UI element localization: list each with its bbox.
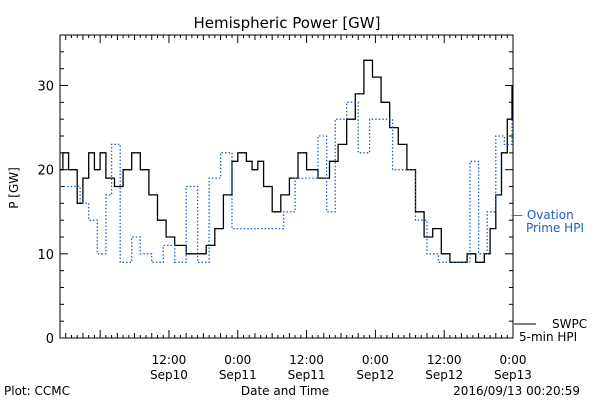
y-tick-label: 30 [37, 80, 54, 95]
swpc-label-line1: SWPC [552, 317, 587, 331]
ovation-label-line2: Prime HPI [526, 221, 584, 235]
swpc-series-line [60, 59, 513, 263]
y-tick-label: 0 [46, 332, 54, 347]
plot-timestamp: 2016/09/13 00:20:59 [453, 384, 580, 398]
plot-credit: Plot: CCMC [4, 384, 70, 398]
x-tick-label-date: Sep10 [150, 368, 188, 382]
swpc-label-line2: 5-min HPI [519, 330, 577, 344]
x-tick-label-time: 0:00 [500, 353, 527, 367]
x-tick-label-time: 12:00 [289, 353, 324, 367]
y-axis-label: P [GW] [7, 167, 21, 209]
series-layer [60, 59, 513, 263]
x-tick-label-time: 12:00 [152, 353, 187, 367]
x-tick-label-time: 0:00 [362, 353, 389, 367]
x-tick-label-date: Sep11 [219, 368, 257, 382]
chart-title: Hemispheric Power [GW] [194, 14, 381, 32]
x-tick-label-time: 12:00 [427, 353, 462, 367]
y-tick-label: 20 [37, 164, 54, 179]
x-tick-label-date: Sep12 [425, 368, 463, 382]
x-axis: 12:00Sep100:00Sep1112:00Sep110:00Sep1212… [59, 35, 532, 382]
ovation-series-line [60, 101, 513, 263]
y-axis: 0 10 20 30 [37, 34, 513, 347]
y-tick-label: 10 [37, 248, 54, 263]
x-axis-label: Date and Time [241, 384, 329, 398]
ovation-label-line1: — Ovation [511, 208, 574, 222]
plot-frame [59, 34, 514, 339]
x-tick-label-time: 0:00 [224, 353, 251, 367]
x-tick-label-date: Sep13 [494, 368, 532, 382]
x-tick-label-date: Sep11 [288, 368, 326, 382]
x-tick-label-date: Sep12 [356, 368, 394, 382]
